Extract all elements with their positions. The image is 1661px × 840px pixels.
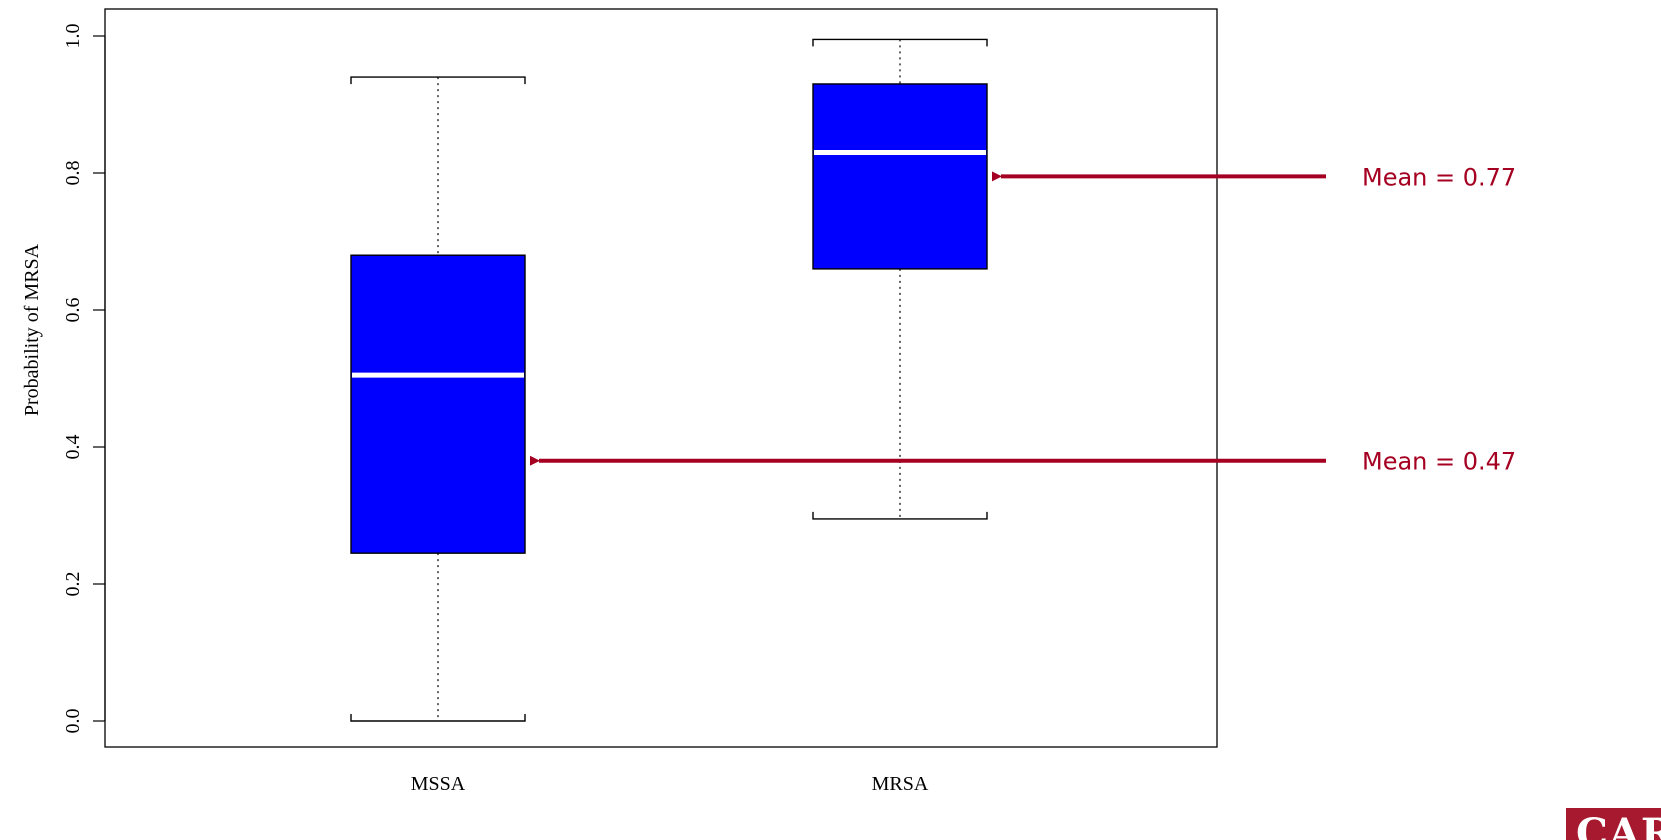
logo-text: CARDIFF <box>1576 810 1661 840</box>
annotations-group: Mean = 0.47 Mean = 0.77 <box>530 163 1516 476</box>
upper-whisker-cap <box>812 38 988 47</box>
y-tick-label: 0.6 <box>62 298 84 323</box>
x-axis-labels: MSSA MRSA <box>411 773 929 795</box>
upper-whisker-cap <box>350 76 526 85</box>
logo-background <box>1566 808 1661 840</box>
plot-frame <box>104 8 1218 748</box>
y-axis-title: Probability of MRSA <box>21 243 43 416</box>
boxes-group <box>350 38 988 722</box>
y-axis: 0.0 0.2 0.4 0.6 0.8 1.0 <box>62 24 106 734</box>
y-tick-label: 0.8 <box>62 161 84 186</box>
y-tick-label: 0.2 <box>62 572 84 597</box>
x-category-label: MSSA <box>411 773 466 795</box>
box-mrsa <box>812 83 988 270</box>
y-tick-label: 0.4 <box>62 435 84 460</box>
mean-annotation: Mean = 0.77 <box>1362 163 1516 191</box>
box-mssa <box>350 254 526 554</box>
x-category-label: MRSA <box>872 773 929 795</box>
y-tick-label: 1.0 <box>62 24 84 49</box>
y-tick-label: 0.0 <box>62 709 84 734</box>
lower-whisker-cap <box>812 511 988 520</box>
lower-whisker-cap <box>350 714 526 722</box>
university-logo: CARDIFF <box>1566 808 1661 840</box>
mean-annotation: Mean = 0.47 <box>1362 448 1516 476</box>
